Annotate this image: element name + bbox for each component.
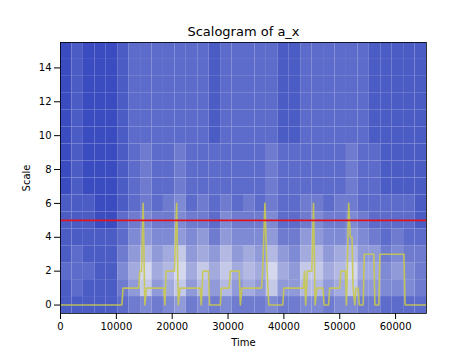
svg-text:0: 0	[57, 321, 63, 332]
svg-text:50000: 50000	[324, 321, 356, 332]
svg-text:8: 8	[45, 164, 51, 175]
svg-text:10: 10	[39, 130, 52, 141]
svg-text:14: 14	[39, 62, 52, 73]
svg-text:12: 12	[39, 96, 52, 107]
svg-text:20000: 20000	[156, 321, 188, 332]
svg-text:30000: 30000	[212, 321, 244, 332]
svg-text:Scale: Scale	[21, 165, 32, 192]
svg-text:2: 2	[45, 265, 51, 276]
svg-text:6: 6	[45, 198, 51, 209]
svg-text:60000: 60000	[380, 321, 412, 332]
svg-text:0: 0	[45, 299, 51, 310]
svg-text:Scalogram of a_x: Scalogram of a_x	[187, 24, 299, 39]
svg-text:40000: 40000	[268, 321, 300, 332]
svg-text:4: 4	[45, 231, 51, 242]
svg-text:10000: 10000	[100, 321, 132, 332]
svg-text:Time: Time	[230, 337, 255, 348]
